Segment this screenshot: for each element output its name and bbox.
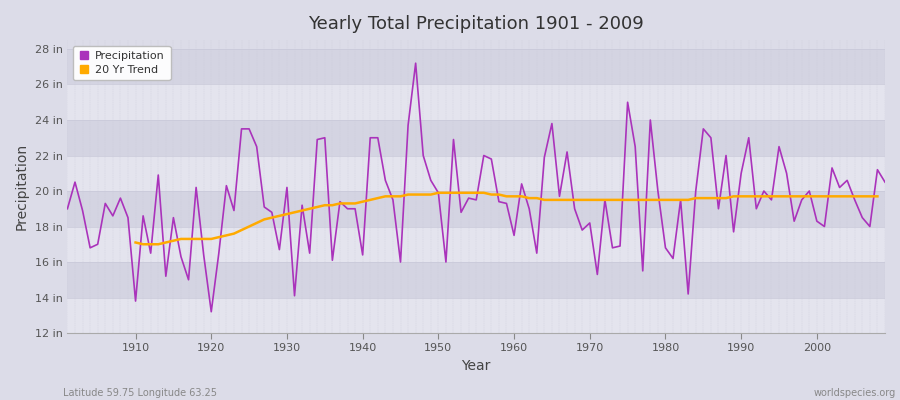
Text: worldspecies.org: worldspecies.org [814,388,896,398]
X-axis label: Year: Year [462,359,490,373]
Bar [68,156,885,191]
Bar [68,226,885,262]
Bar [68,191,885,226]
Bar [68,120,885,156]
Bar [68,262,885,298]
Y-axis label: Precipitation: Precipitation [15,143,29,230]
Bar [68,84,885,120]
Bar [68,49,885,84]
Text: Latitude 59.75 Longitude 63.25: Latitude 59.75 Longitude 63.25 [63,388,217,398]
Title: Yearly Total Precipitation 1901 - 2009: Yearly Total Precipitation 1901 - 2009 [309,15,644,33]
Bar [68,298,885,333]
Legend: Precipitation, 20 Yr Trend: Precipitation, 20 Yr Trend [73,46,170,80]
